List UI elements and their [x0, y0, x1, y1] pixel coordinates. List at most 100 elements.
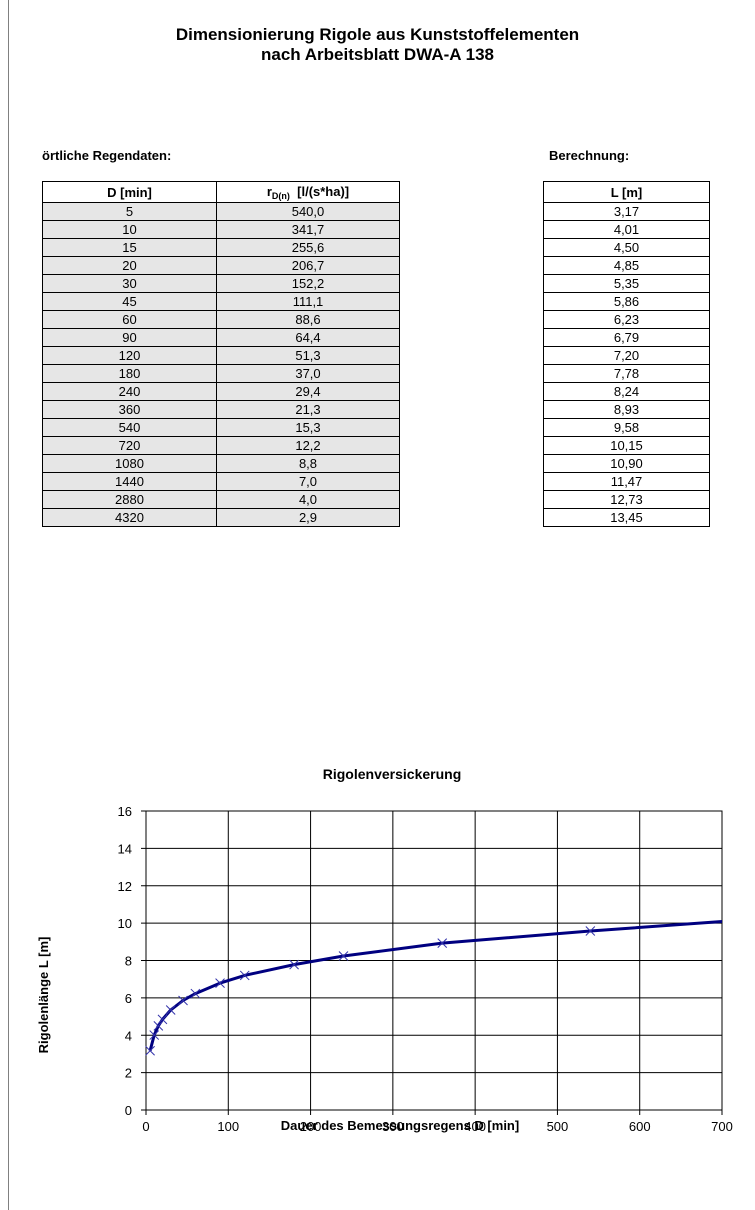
- duration-cell: 45: [42, 292, 217, 311]
- rain-intensity-cell: 341,7: [216, 220, 400, 239]
- length-cell: 8,24: [543, 382, 710, 401]
- rain-intensity-cell: 37,0: [216, 364, 400, 383]
- length-cell: 5,86: [543, 292, 710, 311]
- duration-header: D [min]: [42, 181, 217, 203]
- rain-intensity-cell: 255,6: [216, 238, 400, 257]
- y-tick-label: 12: [118, 879, 132, 894]
- rain-data-label: örtliche Regendaten:: [42, 148, 172, 163]
- chart-series: [145, 919, 722, 1056]
- y-tick-label: 4: [125, 1028, 132, 1043]
- calculation-row: 7,78: [543, 364, 710, 383]
- chart-grid: [145, 810, 723, 1111]
- duration-cell: 20: [42, 256, 217, 275]
- series-line: [148, 919, 722, 1052]
- calculation-row: 6,23: [543, 310, 710, 329]
- length-cell: 5,35: [543, 274, 710, 293]
- rain-data-row: 240 29,4: [42, 382, 400, 401]
- length-cell: 7,20: [543, 346, 710, 365]
- length-cell: 11,47: [543, 472, 710, 491]
- rain-intensity-cell: 206,7: [216, 256, 400, 275]
- data-point-marker: [153, 1021, 164, 1031]
- calculation-row: 5,86: [543, 292, 710, 311]
- rain-intensity-cell: 12,2: [216, 436, 400, 455]
- length-cell: 6,23: [543, 310, 710, 329]
- calculation-row: 9,58: [543, 418, 710, 437]
- duration-cell: 2880: [42, 490, 217, 509]
- rain-data-row: 20 206,7: [42, 256, 400, 275]
- length-cell: 4,85: [543, 256, 710, 275]
- length-cell: 4,50: [543, 238, 710, 257]
- calculation-row: 3,17: [543, 202, 710, 221]
- rain-data-row: 45 111,1: [42, 292, 400, 311]
- x-tick-label: 200: [300, 1119, 322, 1134]
- duration-cell: 10: [42, 220, 217, 239]
- rain-intensity-cell: 7,0: [216, 472, 400, 491]
- y-tick-label: 0: [125, 1103, 132, 1118]
- x-axis-title: Dauer des Bemessungsregens D [min]: [281, 1118, 519, 1133]
- calculation-label: Berechnung:: [549, 148, 630, 163]
- data-point-marker: [338, 951, 349, 961]
- data-point-marker: [165, 1005, 176, 1015]
- duration-cell: 540: [42, 418, 217, 437]
- calculation-table: L [m] 3,17 4,01 4,50 4,85 5,35 5,86 6,23 6,79 7,…: [543, 181, 710, 527]
- rain-intensity-cell: 8,8: [216, 454, 400, 473]
- data-point-marker: [239, 970, 250, 981]
- data-point-marker: [145, 1045, 155, 1056]
- duration-cell: 360: [42, 400, 217, 419]
- y-tick-label: 16: [118, 804, 132, 819]
- rain-data-row: 90 64,4: [42, 328, 400, 347]
- calculation-row: 8,93: [543, 400, 710, 419]
- rain-intensity-symbol: r: [266, 183, 272, 199]
- calculation-row: 7,20: [543, 346, 710, 365]
- rain-data-row: 180 37,0: [42, 364, 400, 383]
- rain-data-row: 5 540,0: [42, 202, 400, 221]
- rain-intensity-cell: 2,9: [216, 508, 400, 527]
- length-cell: 13,45: [543, 508, 710, 527]
- length-cell: 7,78: [543, 364, 710, 383]
- data-point-marker: [289, 959, 299, 970]
- calculation-row: 6,79: [543, 328, 710, 347]
- document-title: Dimensionierung Rigole aus Kunststoffele…: [175, 25, 580, 44]
- length-cell: 9,58: [543, 418, 710, 437]
- rain-data-table: D [min] rD(n) [l/(s*ha)] 5 540,0 10 341,7 15…: [42, 181, 400, 527]
- y-tick-label: 2: [125, 1066, 132, 1081]
- length-cell: 6,79: [543, 328, 710, 347]
- duration-cell: 1080: [42, 454, 217, 473]
- x-tick-label: 500: [547, 1119, 569, 1134]
- calculation-row: 5,35: [543, 274, 710, 293]
- calculation-row: 12,73: [543, 490, 710, 509]
- duration-cell: 120: [42, 346, 217, 365]
- data-point-marker: [190, 988, 201, 999]
- x-tick-label: 600: [629, 1119, 651, 1134]
- duration-cell: 4320: [42, 508, 217, 527]
- rain-data-row: 1080 8,8: [42, 454, 400, 473]
- y-axis-title: Rigolenlänge L [m]: [36, 937, 51, 1054]
- rain-intensity-cell: 88,6: [216, 310, 400, 329]
- length-cell: 12,73: [543, 490, 710, 509]
- page-border: [8, 0, 9, 1210]
- y-tick-label: 8: [125, 954, 132, 969]
- x-axis-ticks: 0 100 200 300 400 500 600 700: [142, 1110, 733, 1134]
- duration-cell: 15: [42, 238, 217, 257]
- data-point-marker: [178, 995, 188, 1006]
- data-point-marker: [215, 978, 225, 988]
- rain-data-row: 120 51,3: [42, 346, 400, 365]
- rain-intensity-subscript: D(n): [271, 190, 290, 201]
- x-tick-label: 100: [217, 1119, 239, 1134]
- rain-data-row: 540 15,3: [42, 418, 400, 437]
- y-tick-label: 6: [125, 991, 132, 1006]
- calculation-row: 8,24: [543, 382, 710, 401]
- rain-intensity-cell: 21,3: [216, 400, 400, 419]
- y-axis-ticks: 0 2 4 6 8 10 12 14 16: [118, 804, 146, 1118]
- duration-cell: 60: [42, 310, 217, 329]
- rain-data-row: 4320 2,9: [42, 508, 400, 527]
- length-cell: 3,17: [543, 202, 710, 221]
- x-tick-label: 300: [382, 1119, 404, 1134]
- calculation-row: 4,01: [543, 220, 710, 239]
- rain-intensity-header: rD(n) [l/(s*ha)]: [216, 181, 400, 203]
- document-subtitle: nach Arbeitsblatt DWA-A 138: [260, 45, 494, 64]
- duration-cell: 30: [42, 274, 217, 293]
- rain-intensity-cell: 51,3: [216, 346, 400, 365]
- rain-intensity-cell: 64,4: [216, 328, 400, 347]
- rain-intensity-cell: 4,0: [216, 490, 400, 509]
